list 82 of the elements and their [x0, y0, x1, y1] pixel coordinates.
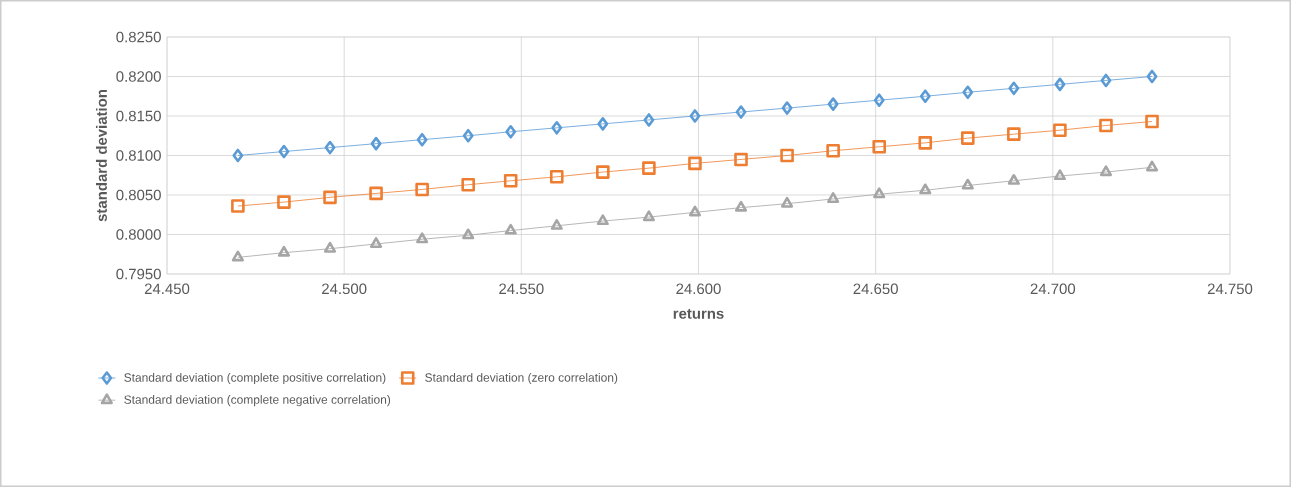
- point: [1053, 169, 1066, 181]
- y-tick-label: 0.8050: [116, 189, 161, 201]
- y-tick-label: 0.8100: [116, 150, 161, 161]
- x-axis-title: returns: [673, 308, 724, 319]
- point: [461, 177, 475, 192]
- point: [688, 205, 702, 217]
- point: [873, 187, 886, 199]
- x-tick-label: 24.450: [144, 283, 190, 295]
- point: [734, 200, 748, 212]
- point: [323, 190, 337, 205]
- point: [642, 210, 655, 222]
- point: [1007, 127, 1021, 141]
- point: [735, 105, 747, 119]
- y-tick-label: 0.8150: [116, 110, 161, 122]
- point: [1146, 69, 1158, 84]
- x-tick-label: 24.500: [322, 283, 367, 295]
- point: [416, 132, 428, 147]
- point: [1100, 73, 1112, 88]
- point: [278, 144, 290, 159]
- legend-label: Standard deviation (complete negative correlation): [124, 395, 391, 407]
- point: [277, 245, 290, 257]
- point: [550, 219, 563, 230]
- point: [369, 186, 383, 201]
- point: [688, 156, 702, 171]
- point: [596, 165, 610, 179]
- legend-label: Standard deviation (complete positive correlation): [124, 372, 386, 385]
- point: [962, 85, 974, 100]
- point: [872, 140, 886, 154]
- x-tick-label: 24.700: [1030, 283, 1076, 295]
- point: [416, 232, 429, 244]
- point: [370, 136, 382, 151]
- point: [504, 223, 517, 235]
- point: [643, 113, 655, 127]
- point: [1145, 114, 1159, 129]
- point: [827, 192, 840, 203]
- point: [781, 101, 793, 115]
- point: [734, 152, 748, 167]
- point: [415, 182, 429, 197]
- point: [919, 89, 931, 104]
- point: [827, 97, 839, 111]
- point: [551, 121, 563, 135]
- point: [1053, 123, 1067, 138]
- point: [1099, 165, 1113, 177]
- point: [232, 148, 244, 163]
- legend-label: Standard deviation (zero correlation): [425, 372, 618, 385]
- point: [919, 183, 932, 195]
- point: [231, 250, 244, 262]
- point: [505, 124, 517, 139]
- x-tick-label: 24.650: [853, 283, 898, 295]
- point: [324, 140, 336, 155]
- point: [781, 196, 794, 208]
- point: [1145, 160, 1159, 172]
- point: [462, 228, 475, 240]
- point: [323, 241, 337, 253]
- point: [596, 214, 609, 226]
- point: [1054, 77, 1066, 92]
- point: [826, 143, 840, 158]
- point: [780, 148, 794, 163]
- point: [642, 161, 656, 175]
- point: [503, 173, 518, 188]
- y-tick-label: 0.8200: [116, 71, 161, 82]
- point: [961, 178, 974, 190]
- point: [462, 128, 474, 143]
- point: [549, 170, 564, 184]
- y-tick-label: 0.8000: [116, 229, 161, 240]
- x-tick-label: 24.550: [499, 283, 544, 295]
- point: [689, 109, 701, 123]
- point: [960, 131, 975, 145]
- x-tick-label: 24.600: [676, 283, 721, 295]
- y-axis-title: standard deviation: [95, 89, 107, 222]
- y-tick-label: 0.7950: [116, 268, 161, 280]
- point: [231, 199, 245, 213]
- x-tick-label: 24.750: [1207, 283, 1253, 295]
- point: [1007, 173, 1020, 185]
- point: [873, 93, 885, 107]
- point: [277, 195, 291, 209]
- point: [597, 117, 609, 131]
- y-tick-label: 0.8250: [116, 31, 161, 43]
- point: [370, 237, 383, 249]
- point: [1008, 81, 1020, 96]
- point: [1099, 118, 1113, 133]
- point: [918, 136, 933, 150]
